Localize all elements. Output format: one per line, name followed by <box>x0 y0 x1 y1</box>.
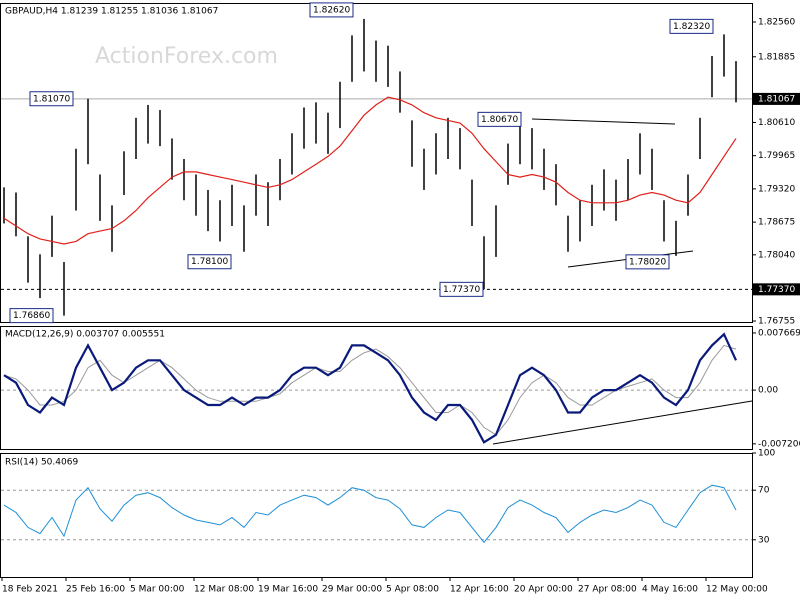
x-tick-label: 5 Apr 08:00 <box>386 585 439 595</box>
ma-line <box>3 96 737 245</box>
price-tag-label: 1.81067 <box>758 94 795 104</box>
price-title: GBPAUD,H4 1.81239 1.81255 1.81036 1.8106… <box>5 7 218 17</box>
trend-line <box>492 400 753 445</box>
annotation-label: 1.81070 <box>33 94 70 104</box>
values-line <box>3 484 737 544</box>
x-tick-label: 5 Mar 00:00 <box>130 585 185 595</box>
x-tick-label: 29 Mar 00:00 <box>322 585 382 595</box>
x-tick-label: 25 Feb 16:00 <box>66 585 125 595</box>
y-tick-label: 1.76755 <box>758 317 795 327</box>
y-tick-label: 0.007669 <box>758 328 800 338</box>
price-panel <box>0 3 753 323</box>
annotation-box <box>669 18 714 34</box>
x-tick-label: 12 Apr 16:00 <box>450 585 509 595</box>
y-tick-label: 30 <box>758 535 770 545</box>
x-tick-label: 12 Mar 08:00 <box>194 585 254 595</box>
annotation-label: 1.76860 <box>13 311 50 321</box>
macd-panel <box>0 326 753 450</box>
annotation-label: 1.82620 <box>313 5 350 15</box>
y-tick-label: 1.79320 <box>758 184 795 194</box>
price-tag <box>753 92 800 105</box>
annotation-box <box>477 111 522 127</box>
annotation-label: 1.82320 <box>673 22 710 32</box>
watermark: ActionForex.com <box>95 44 278 69</box>
annotation-label: 1.80670 <box>481 115 518 125</box>
rsi-panel <box>0 453 753 578</box>
x-tick-label: 20 Apr 00:00 <box>514 585 573 595</box>
x-tick-label: 19 Mar 16:00 <box>258 585 318 595</box>
y-tick-label: 1.78040 <box>758 250 795 260</box>
annotation-label: 1.78020 <box>629 257 666 267</box>
price-tag <box>753 283 800 296</box>
y-tick-label: 1.81885 <box>758 52 795 62</box>
y-tick-label: 70 <box>758 486 770 496</box>
macd-line <box>3 332 737 444</box>
annotation-label: 1.77370 <box>443 285 480 295</box>
y-tick-label: 1.80610 <box>758 118 795 128</box>
annotation-box <box>9 308 54 324</box>
y-tick-label: 1.78675 <box>758 218 795 228</box>
annotation-box <box>309 2 354 18</box>
y-tick-label: 1.79965 <box>758 151 795 161</box>
y-tick-label: 1.82560 <box>758 18 795 28</box>
annotation-box <box>29 91 74 107</box>
annotation-box <box>625 254 670 270</box>
y-tick-label: 100 <box>758 449 775 459</box>
macd-title: MACD(12,26,9) 0.003707 0.005551 <box>5 330 165 340</box>
x-tick-label: 27 Apr 08:00 <box>578 585 637 595</box>
y-tick-label: 0.00 <box>758 386 778 396</box>
x-tick-label: 18 Feb 2021 <box>2 585 58 595</box>
rsi-title: RSI(14) 50.4069 <box>5 458 78 468</box>
x-tick-label: 4 May 16:00 <box>642 585 698 595</box>
trend-line <box>531 118 676 125</box>
price-tag-label: 1.77370 <box>758 285 795 295</box>
annotation-box <box>439 281 484 297</box>
x-tick-label: 12 May 00:00 <box>706 585 768 595</box>
y-tick-label: -0.007206 <box>758 439 800 449</box>
annotation-label: 1.78100 <box>191 257 228 267</box>
annotation-box <box>187 254 232 270</box>
